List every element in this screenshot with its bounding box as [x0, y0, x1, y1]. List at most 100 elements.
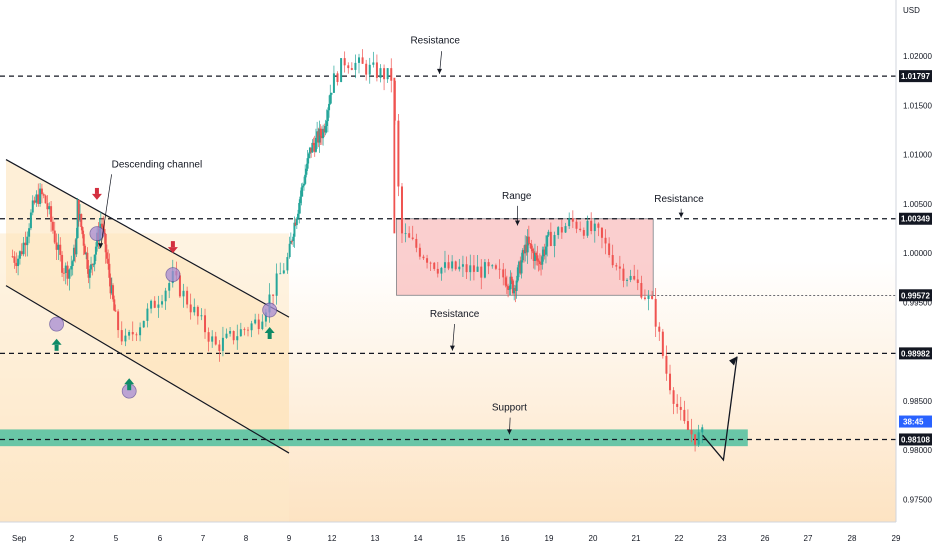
- candle-109[interactable]: [261, 314, 264, 331]
- candle-69[interactable]: [117, 309, 120, 338]
- candle-235[interactable]: [546, 235, 549, 257]
- candle-137[interactable]: [312, 137, 315, 152]
- countdown-badge[interactable]: 38:45: [899, 415, 932, 428]
- candle-216[interactable]: [522, 245, 525, 263]
- candle-149[interactable]: [326, 107, 329, 133]
- candle-51[interactable]: [93, 254, 96, 272]
- candle-94[interactable]: [207, 327, 210, 352]
- candle-192[interactable]: [472, 255, 475, 281]
- candle-222[interactable]: [530, 239, 533, 260]
- candle-198[interactable]: [494, 263, 497, 271]
- candle-6[interactable]: [22, 236, 25, 257]
- candle-130[interactable]: [304, 164, 307, 186]
- candle-23[interactable]: [53, 221, 56, 245]
- candle-61[interactable]: [105, 244, 108, 264]
- candle-193[interactable]: [476, 255, 479, 272]
- candle-220[interactable]: [527, 225, 530, 246]
- candle-89[interactable]: [189, 293, 192, 320]
- candle-165[interactable]: [375, 54, 378, 82]
- candle-194[interactable]: [480, 259, 483, 290]
- candle-64[interactable]: [109, 273, 112, 299]
- candle-152[interactable]: [330, 92, 333, 104]
- candle-206[interactable]: [510, 272, 513, 285]
- candle-187[interactable]: [454, 260, 457, 271]
- candle-261[interactable]: [636, 269, 639, 291]
- candle-274[interactable]: [683, 400, 686, 424]
- candle-158[interactable]: [350, 62, 353, 71]
- candle-33[interactable]: [71, 259, 74, 276]
- touch-marker-1[interactable]: [89, 226, 105, 242]
- candle-3[interactable]: [17, 255, 20, 276]
- candle-251[interactable]: [600, 227, 603, 249]
- candle-201[interactable]: [504, 268, 507, 288]
- candle-161[interactable]: [361, 49, 364, 64]
- candle-143[interactable]: [319, 124, 322, 145]
- candle-66[interactable]: [112, 283, 115, 302]
- projection-path[interactable]: [702, 356, 738, 462]
- candle-210[interactable]: [515, 275, 518, 299]
- candle-157[interactable]: [347, 62, 350, 74]
- candle-252[interactable]: [604, 229, 607, 255]
- price-tag-4[interactable]: 0.98108: [899, 433, 932, 446]
- candle-62[interactable]: [107, 249, 110, 270]
- candle-253[interactable]: [608, 237, 611, 258]
- candle-88[interactable]: [186, 286, 189, 309]
- candle-31[interactable]: [68, 268, 71, 291]
- candle-215[interactable]: [521, 248, 524, 263]
- candle-178[interactable]: [422, 254, 425, 260]
- channel-upper-line[interactable]: [5, 159, 290, 318]
- candle-10[interactable]: [29, 209, 32, 231]
- candle-47[interactable]: [88, 265, 91, 289]
- candle-236[interactable]: [547, 229, 550, 237]
- candle-243[interactable]: [571, 210, 574, 229]
- candle-153[interactable]: [332, 65, 335, 93]
- candle-41[interactable]: [81, 226, 84, 239]
- candle-14[interactable]: [37, 183, 40, 207]
- candle-183[interactable]: [440, 266, 443, 281]
- candle-270[interactable]: [669, 364, 672, 395]
- candle-221[interactable]: [529, 242, 532, 248]
- candle-196[interactable]: [487, 258, 490, 275]
- candle-264[interactable]: [647, 290, 650, 311]
- price-tag-1[interactable]: 1.00349: [899, 212, 932, 225]
- candle-255[interactable]: [615, 262, 618, 271]
- candle-105[interactable]: [246, 326, 249, 337]
- candle-37[interactable]: [76, 198, 79, 239]
- candle-39[interactable]: [79, 204, 82, 223]
- candle-202[interactable]: [505, 275, 508, 295]
- candle-154[interactable]: [336, 71, 339, 86]
- candle-176[interactable]: [415, 233, 418, 253]
- candle-20[interactable]: [48, 202, 51, 215]
- candle-29[interactable]: [64, 262, 67, 285]
- candle-73[interactable]: [131, 321, 134, 342]
- candle-121[interactable]: [293, 216, 296, 248]
- candle-82[interactable]: [164, 287, 167, 310]
- candle-218[interactable]: [525, 236, 528, 256]
- candle-212[interactable]: [518, 260, 521, 278]
- candle-59[interactable]: [103, 221, 106, 244]
- candle-226[interactable]: [535, 251, 538, 266]
- candle-155[interactable]: [340, 57, 343, 83]
- touch-marker-0[interactable]: [49, 316, 64, 332]
- candle-233[interactable]: [543, 243, 546, 260]
- candle-48[interactable]: [90, 256, 93, 273]
- candle-173[interactable]: [404, 223, 407, 243]
- candle-136[interactable]: [311, 139, 314, 153]
- candle-142[interactable]: [318, 120, 321, 153]
- candle-185[interactable]: [447, 254, 450, 271]
- candle-199[interactable]: [498, 259, 501, 279]
- candle-273[interactable]: [679, 396, 682, 421]
- candle-247[interactable]: [586, 215, 589, 238]
- candle-140[interactable]: [316, 121, 319, 149]
- candle-122[interactable]: [294, 218, 297, 227]
- candle-63[interactable]: [108, 253, 111, 287]
- candle-16[interactable]: [40, 183, 43, 204]
- candle-90[interactable]: [193, 298, 196, 316]
- candle-65[interactable]: [110, 277, 113, 296]
- candle-200[interactable]: [502, 263, 505, 286]
- candle-239[interactable]: [557, 225, 560, 239]
- candle-11[interactable]: [31, 195, 34, 216]
- candle-238[interactable]: [553, 231, 556, 258]
- candle-139[interactable]: [314, 128, 317, 153]
